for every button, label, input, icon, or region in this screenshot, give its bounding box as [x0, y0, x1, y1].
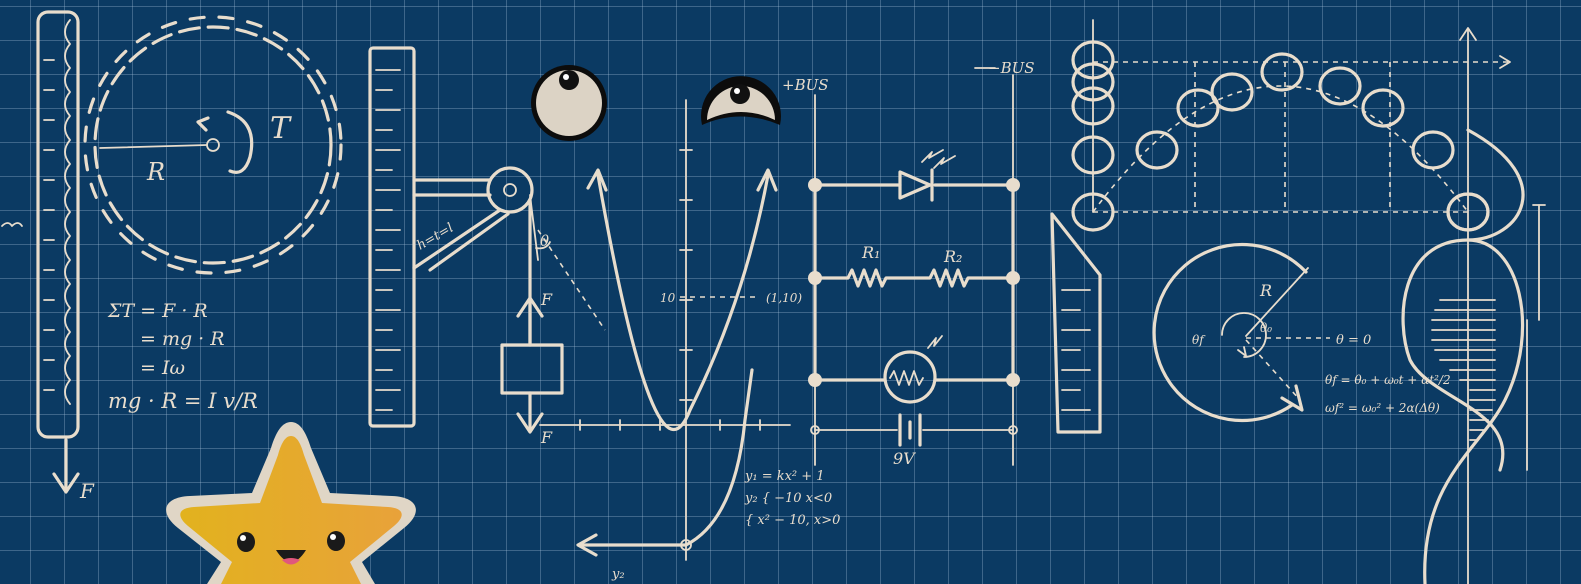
- star-mascot: [166, 422, 416, 584]
- letter-p-gear-rack: [1, 10, 343, 494]
- theta-zero-label: θ = 0: [1336, 333, 1371, 348]
- theta-f-label: θf: [1192, 333, 1206, 347]
- gravity-label: F: [540, 428, 553, 447]
- piecewise-line-2: { x² − 10, x>0: [745, 513, 840, 528]
- point-label: (1,10): [766, 291, 802, 305]
- letter-s-circuit: [808, 67, 1020, 466]
- incline-label: h=t=l: [415, 221, 457, 254]
- torque-eq-2: = mg · R: [140, 328, 225, 350]
- kinematic-eq-1: θf = θ₀ + ω₀t + αt²/2: [1325, 373, 1451, 387]
- piecewise-line-1: y₂ { −10 x<0: [744, 491, 832, 506]
- theta-0-label: θ₀: [1260, 321, 1272, 335]
- letter-c-rotation: [1152, 242, 1330, 423]
- weight-label: F: [79, 479, 95, 503]
- torque-label: T: [270, 111, 292, 146]
- cartoon-eyes: [531, 65, 782, 141]
- torque-eq-1: ΣT = F · R: [107, 300, 208, 322]
- torque-eq-4: mg · R = I v/R: [108, 389, 258, 413]
- kinematic-eq-2: ωf² = ω₀² + 2α(Δθ): [1325, 401, 1440, 415]
- bus-right-label: −BUS: [988, 59, 1035, 77]
- circle-radius-label: R: [1259, 281, 1272, 300]
- parabola-equation: y₁ = kx² + 1: [744, 469, 825, 484]
- letter-y-graph: [539, 99, 791, 561]
- resistor-r2-label: R₂: [943, 247, 962, 266]
- gear-radius-label: R: [146, 158, 165, 186]
- theta-label: θ: [540, 232, 549, 250]
- letter-h-pulley-incline: [368, 46, 606, 434]
- y-tick-10: 10: [660, 291, 676, 305]
- tension-label: F: [540, 290, 553, 309]
- battery-label: 9V: [893, 449, 916, 468]
- resistor-r1-label: R₁: [861, 243, 880, 262]
- axis-y2-label: y₂: [611, 567, 625, 582]
- bus-left-label: +BUS: [782, 76, 829, 94]
- letter-i-projectile: [1050, 19, 1511, 434]
- torque-eq-3: = Iω: [140, 357, 185, 379]
- letter-s-wave: [1401, 27, 1546, 584]
